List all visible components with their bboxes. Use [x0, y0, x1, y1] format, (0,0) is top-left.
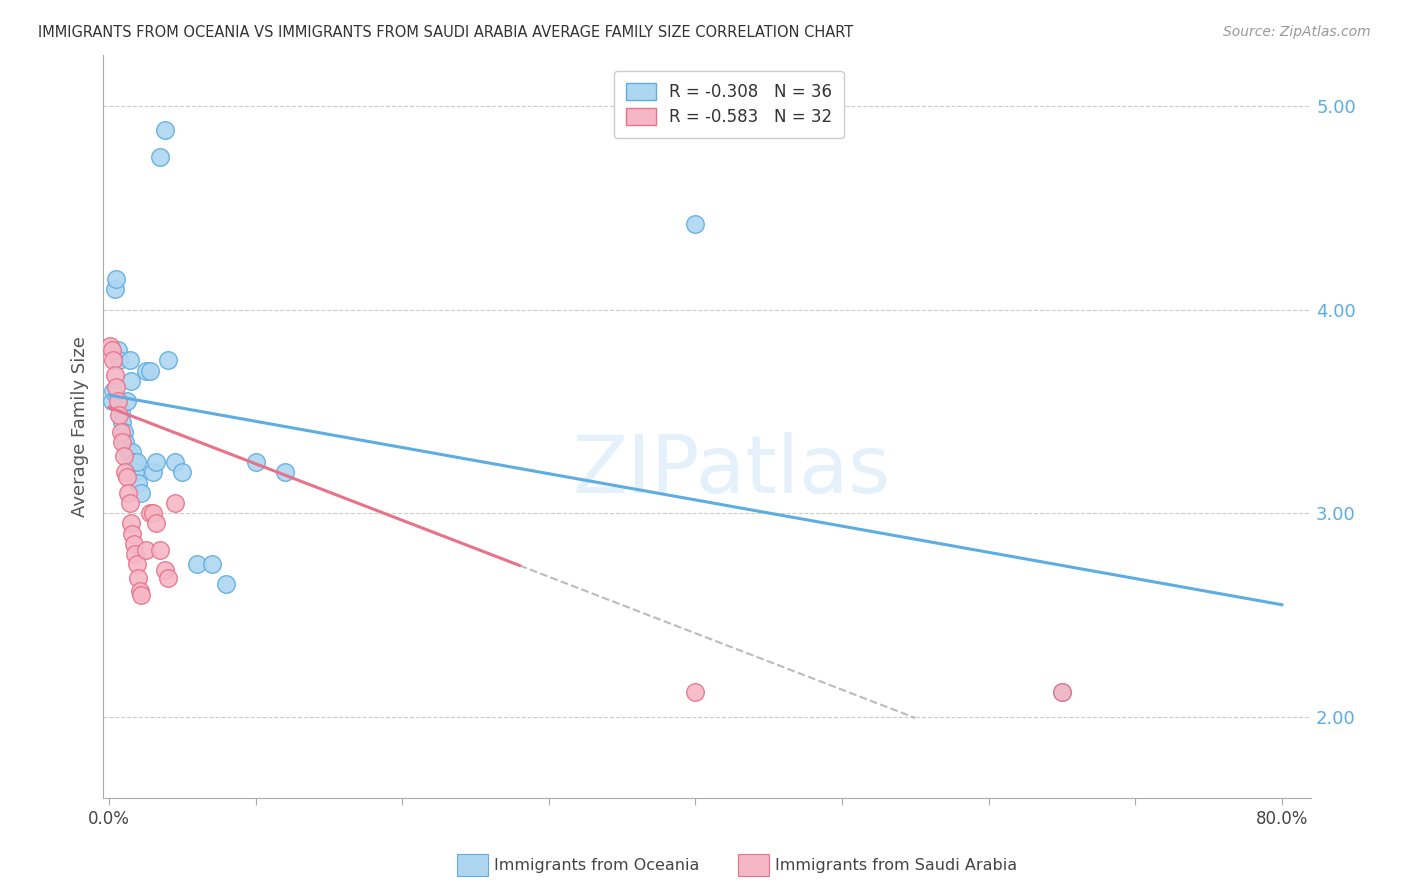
Point [1050, 685, 1073, 699]
Point [145, 516, 167, 531]
Point [125, 557, 148, 571]
Point [149, 542, 172, 557]
Point [120, 374, 142, 388]
Point [118, 496, 141, 510]
Point [163, 455, 186, 469]
Text: Source: ZipAtlas.com: Source: ZipAtlas.com [1223, 25, 1371, 39]
Point [117, 485, 139, 500]
Point [127, 475, 149, 490]
Point [101, 343, 124, 358]
Text: Immigrants from Oceania: Immigrants from Oceania [494, 858, 699, 872]
Point [685, 685, 707, 699]
Point [129, 588, 152, 602]
Point [215, 577, 238, 591]
Point [125, 455, 148, 469]
Point [186, 557, 208, 571]
Point [201, 557, 224, 571]
Point [108, 353, 131, 368]
Point [101, 394, 124, 409]
Point [121, 445, 143, 459]
Point [104, 368, 127, 382]
Point [153, 563, 176, 577]
Point [274, 466, 297, 480]
Point [129, 485, 152, 500]
Point [107, 394, 129, 409]
Point [163, 496, 186, 510]
Legend: R = -0.308   N = 36, R = -0.583   N = 32: R = -0.308 N = 36, R = -0.583 N = 32 [614, 70, 844, 138]
Point [110, 425, 132, 439]
Point [145, 455, 167, 469]
Point [121, 526, 143, 541]
Text: Immigrants from Saudi Arabia: Immigrants from Saudi Arabia [775, 858, 1017, 872]
Point [105, 380, 128, 394]
Point [110, 404, 132, 418]
Point [124, 466, 146, 480]
Point [111, 434, 134, 449]
Point [111, 415, 134, 429]
Point [107, 343, 129, 358]
Point [135, 542, 157, 557]
Point [117, 445, 139, 459]
Text: ZIPatlas: ZIPatlas [572, 433, 890, 510]
Point [156, 353, 179, 368]
Point [142, 506, 165, 520]
Point [104, 282, 127, 296]
Point [156, 571, 179, 585]
Point [135, 364, 157, 378]
Point [105, 272, 128, 286]
Text: IMMIGRANTS FROM OCEANIA VS IMMIGRANTS FROM SAUDI ARABIA AVERAGE FAMILY SIZE CORR: IMMIGRANTS FROM OCEANIA VS IMMIGRANTS FR… [38, 25, 853, 40]
Point [114, 466, 136, 480]
Point [115, 469, 138, 483]
Point [149, 150, 172, 164]
Point [153, 123, 176, 137]
Point [114, 434, 136, 449]
Point [122, 537, 145, 551]
Point [118, 353, 141, 368]
Point [128, 583, 150, 598]
Point [115, 394, 138, 409]
Point [124, 547, 146, 561]
Point [108, 409, 131, 423]
Point [139, 364, 162, 378]
Point [139, 506, 162, 520]
Point [127, 571, 149, 585]
Point [100, 339, 122, 353]
Point [245, 455, 267, 469]
Point [172, 466, 194, 480]
Point [120, 516, 142, 531]
Point [122, 455, 145, 469]
Point [103, 384, 125, 398]
Point [112, 425, 135, 439]
Y-axis label: Average Family Size: Average Family Size [72, 336, 89, 517]
Point [685, 217, 707, 231]
Point [142, 466, 165, 480]
Point [103, 353, 125, 368]
Point [112, 449, 135, 463]
Point [1050, 685, 1073, 699]
